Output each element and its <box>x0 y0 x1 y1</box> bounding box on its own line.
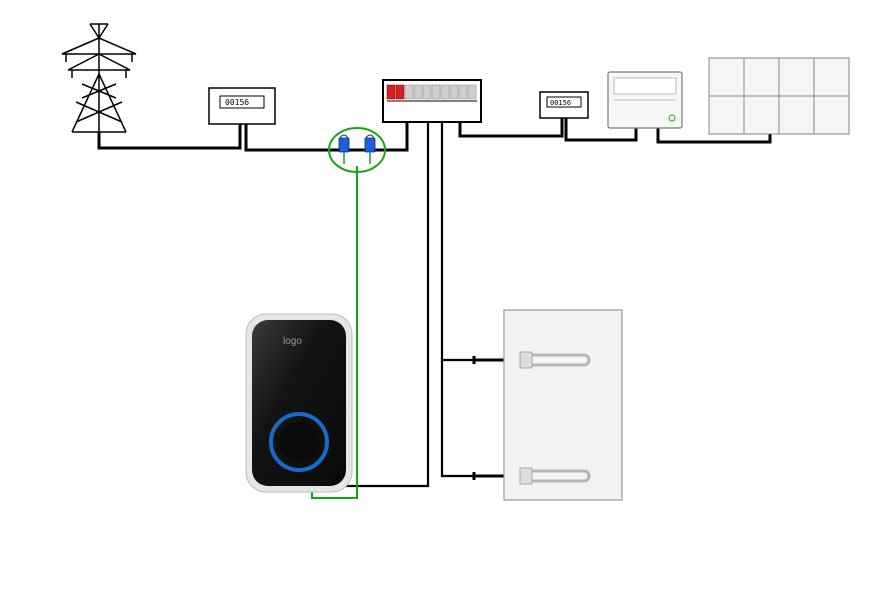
wire-grid-meter1 <box>99 124 240 148</box>
charger-logo: logo <box>283 336 302 347</box>
meter-2: 00156 <box>540 92 588 118</box>
ct-clamp-1 <box>339 135 349 164</box>
solar-array <box>709 58 849 134</box>
load-device <box>504 310 622 500</box>
pylon-icon <box>62 24 136 132</box>
distribution-board <box>383 80 481 122</box>
diagram-canvas: 00156 00156 <box>0 0 896 614</box>
inverter <box>608 72 682 128</box>
ct-clamp-2 <box>365 135 375 164</box>
ev-charger: logo <box>246 314 352 492</box>
meter1-reading: 00156 <box>225 98 249 107</box>
wire-meter1-dist <box>246 122 407 150</box>
meter2-reading: 00156 <box>550 99 571 107</box>
wire-dist-heater-bot <box>442 122 498 476</box>
meter-1: 00156 <box>209 88 275 124</box>
wiring <box>99 118 770 498</box>
